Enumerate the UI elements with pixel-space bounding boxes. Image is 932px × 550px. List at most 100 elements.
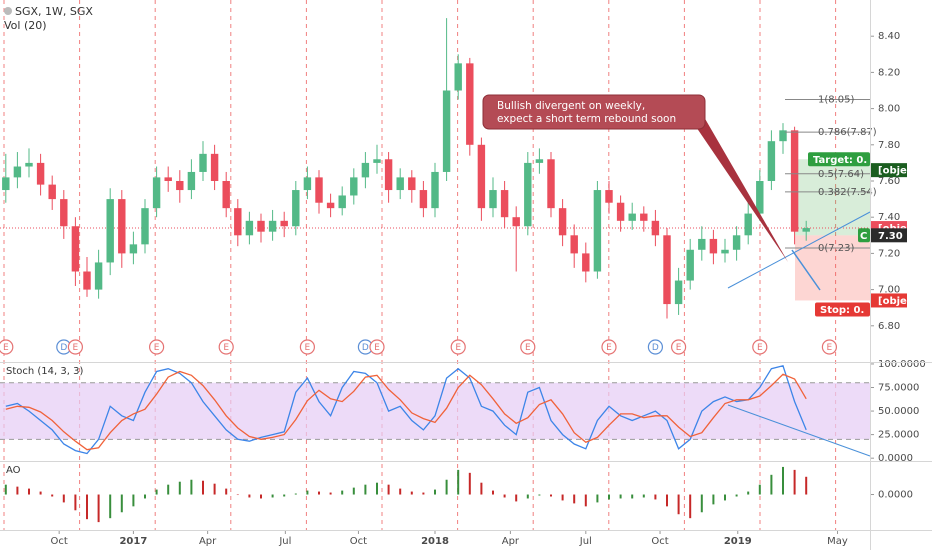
fib-label: 0.786(7.87) bbox=[818, 127, 877, 138]
candle-body bbox=[628, 213, 636, 221]
ao-bar bbox=[283, 494, 286, 497]
candle-body bbox=[129, 244, 138, 254]
ao-bar bbox=[631, 494, 634, 499]
candle-body bbox=[280, 220, 288, 227]
ao-bar bbox=[86, 494, 88, 520]
event-marker bbox=[149, 339, 165, 355]
ao-bar bbox=[503, 494, 506, 498]
stoch-title: Stoch (14, 3, 3) bbox=[6, 366, 83, 377]
candle-body bbox=[698, 238, 706, 250]
candle-body bbox=[570, 235, 578, 254]
candle-body bbox=[222, 181, 230, 209]
candle-body bbox=[315, 177, 323, 203]
ao-bar bbox=[318, 491, 320, 495]
x-tick-label: Oct bbox=[51, 536, 68, 547]
ao-bar bbox=[445, 479, 448, 495]
price-badge-label: [object Object] bbox=[878, 166, 932, 177]
candle-body bbox=[257, 220, 265, 232]
y-tick-label: 7.80 bbox=[878, 140, 900, 151]
event-label: E bbox=[525, 343, 531, 353]
ao-bar bbox=[666, 494, 668, 507]
candle-body bbox=[593, 190, 602, 272]
candle-body bbox=[361, 162, 370, 178]
candle-body bbox=[396, 177, 404, 191]
event-label: E bbox=[606, 343, 612, 353]
candle-body bbox=[732, 235, 741, 250]
annotation-text: Bullish divergent on weekly, bbox=[497, 100, 645, 112]
ao-bar bbox=[584, 494, 587, 507]
y-tick-label: 7.40 bbox=[878, 212, 900, 223]
ao-bar bbox=[468, 472, 471, 495]
event-marker bbox=[601, 339, 617, 355]
stoch-line bbox=[5, 365, 807, 455]
candle-body bbox=[408, 177, 416, 191]
price-badge-label: 7.30 bbox=[878, 231, 903, 242]
ao-bar bbox=[387, 484, 390, 495]
ao-bar bbox=[782, 466, 784, 495]
event-label: E bbox=[374, 343, 380, 353]
ao-bar bbox=[399, 488, 402, 495]
ao-bar bbox=[596, 494, 599, 503]
candle-body bbox=[118, 199, 126, 254]
candle-body bbox=[83, 271, 91, 290]
candle-body bbox=[71, 226, 80, 272]
candle-body bbox=[13, 166, 22, 178]
stop-badge bbox=[815, 302, 870, 317]
ao-bar bbox=[225, 488, 228, 495]
ao-bar bbox=[422, 492, 425, 495]
ao-bar bbox=[434, 489, 436, 495]
candle-body bbox=[744, 213, 752, 236]
fib-label: 0(7.23) bbox=[818, 243, 855, 254]
event-label: E bbox=[73, 343, 79, 353]
event-label: E bbox=[223, 343, 229, 353]
entry-text: C bbox=[860, 231, 867, 242]
event-label: D bbox=[362, 343, 369, 353]
y-tick-label: 6.80 bbox=[878, 321, 900, 332]
y-tick-label: 8.20 bbox=[878, 67, 900, 78]
ao-bar bbox=[271, 494, 274, 498]
candle-body bbox=[582, 253, 590, 272]
ao-bar bbox=[480, 482, 483, 495]
ao-bar bbox=[410, 491, 413, 495]
price-badge-label: [object Object] bbox=[878, 296, 932, 307]
ao-bar bbox=[642, 494, 645, 498]
candle-body bbox=[651, 220, 660, 236]
candle-body bbox=[802, 228, 810, 232]
y-tick-label: 75.0000 bbox=[878, 383, 919, 394]
y-tick-label: 7.00 bbox=[878, 285, 900, 296]
x-tick-label: 2019 bbox=[724, 536, 752, 547]
ao-bar bbox=[306, 490, 309, 495]
candle-body bbox=[350, 177, 358, 196]
x-tick-label: Apr bbox=[199, 536, 217, 547]
event-label: E bbox=[3, 343, 9, 353]
ao-bar bbox=[178, 481, 181, 495]
ao-bar bbox=[376, 482, 378, 495]
candle-body bbox=[535, 159, 544, 163]
event-marker bbox=[369, 339, 385, 355]
event-label: D bbox=[60, 343, 67, 353]
event-marker bbox=[821, 339, 838, 355]
x-tick-label: Jul bbox=[278, 536, 291, 547]
candle-body bbox=[210, 153, 219, 181]
candle-body bbox=[640, 213, 648, 221]
event-marker bbox=[218, 339, 234, 355]
ao-bar bbox=[329, 492, 332, 495]
ao-bar bbox=[294, 493, 297, 495]
ao-bar bbox=[770, 474, 773, 495]
ao-bar bbox=[619, 494, 622, 499]
ao-bar bbox=[793, 469, 796, 495]
event-label: E bbox=[676, 343, 682, 353]
candle-body bbox=[141, 208, 149, 245]
x-tick-label: May bbox=[827, 536, 848, 547]
annotation-box bbox=[482, 94, 706, 130]
event-marker bbox=[520, 339, 536, 355]
ao-bar bbox=[28, 488, 30, 495]
x-tick-label: 2017 bbox=[119, 536, 147, 547]
candle-body bbox=[245, 220, 254, 236]
event-marker bbox=[299, 339, 315, 355]
candle-body bbox=[512, 217, 520, 227]
ao-bar bbox=[190, 479, 193, 495]
event-label: E bbox=[154, 343, 160, 353]
event-marker bbox=[752, 339, 768, 355]
